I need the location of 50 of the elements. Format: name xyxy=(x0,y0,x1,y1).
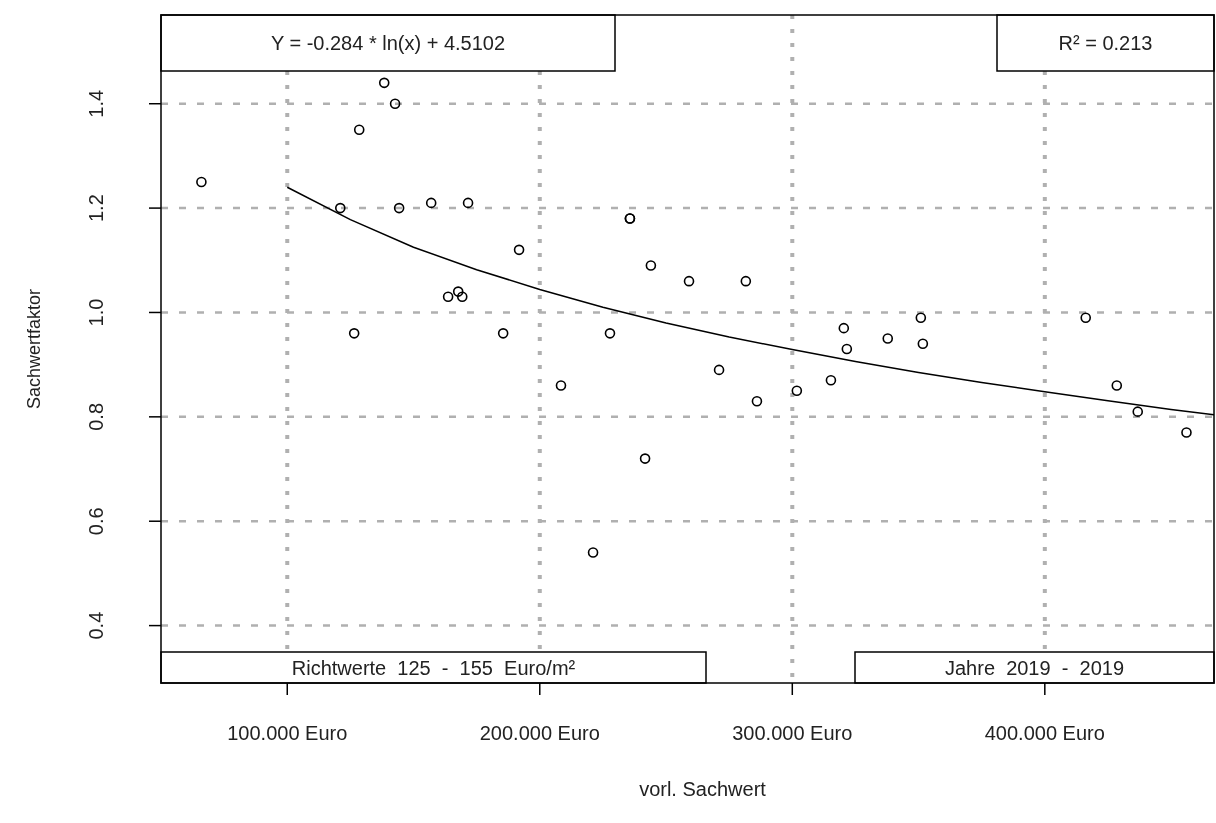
x-tick-label: 400.000 Euro xyxy=(984,722,1105,744)
point xyxy=(1111,380,1123,391)
point xyxy=(751,395,763,407)
x-axis-title: vorl. Sachwert xyxy=(639,778,767,800)
annotation: Y = -0.284 * ln(x) + 4.5102 xyxy=(270,32,506,54)
point xyxy=(513,244,525,256)
x-tick-label: 100.000 Euro xyxy=(227,722,348,744)
annotation: Jahre 2019 - 2019 xyxy=(944,656,1125,679)
point xyxy=(393,202,405,214)
point xyxy=(334,202,346,214)
annotation: R² = 0.213 xyxy=(1058,32,1153,54)
point xyxy=(604,328,616,339)
y-tick-label: 0.4 xyxy=(85,611,107,640)
point xyxy=(497,328,509,339)
point xyxy=(713,364,725,376)
point xyxy=(442,291,454,303)
point xyxy=(456,291,468,303)
point xyxy=(378,77,390,89)
point xyxy=(353,124,365,136)
y-tick-label: 1.0 xyxy=(85,298,107,327)
point xyxy=(555,380,567,391)
point xyxy=(838,322,850,334)
point xyxy=(917,338,929,350)
point xyxy=(425,197,437,209)
point xyxy=(825,375,837,386)
point xyxy=(452,286,464,297)
point xyxy=(645,260,657,271)
point xyxy=(389,98,401,110)
point xyxy=(882,333,894,344)
point xyxy=(740,275,752,287)
point xyxy=(1080,312,1092,323)
point xyxy=(196,176,207,188)
x-tick-label: 200.000 Euro xyxy=(479,722,600,744)
point xyxy=(1132,406,1144,417)
point xyxy=(587,547,599,558)
point xyxy=(348,328,360,339)
point xyxy=(683,275,695,287)
point xyxy=(915,312,927,323)
annotation: Richtwerte 125 - 155 Euro/m² xyxy=(291,656,576,679)
y-tick-label: 0.6 xyxy=(85,507,107,536)
y-tick-label: 1.2 xyxy=(85,194,107,222)
y-axis-title: Sachwertfaktor xyxy=(24,288,44,410)
point xyxy=(1181,427,1192,438)
x-tick-label: 300.000 Euro xyxy=(732,722,853,744)
y-tick-label: 1.4 xyxy=(85,89,107,118)
point xyxy=(791,385,803,397)
y-tick-label: 0.8 xyxy=(85,402,107,431)
point xyxy=(841,343,853,355)
point xyxy=(639,453,651,464)
point xyxy=(462,197,474,209)
